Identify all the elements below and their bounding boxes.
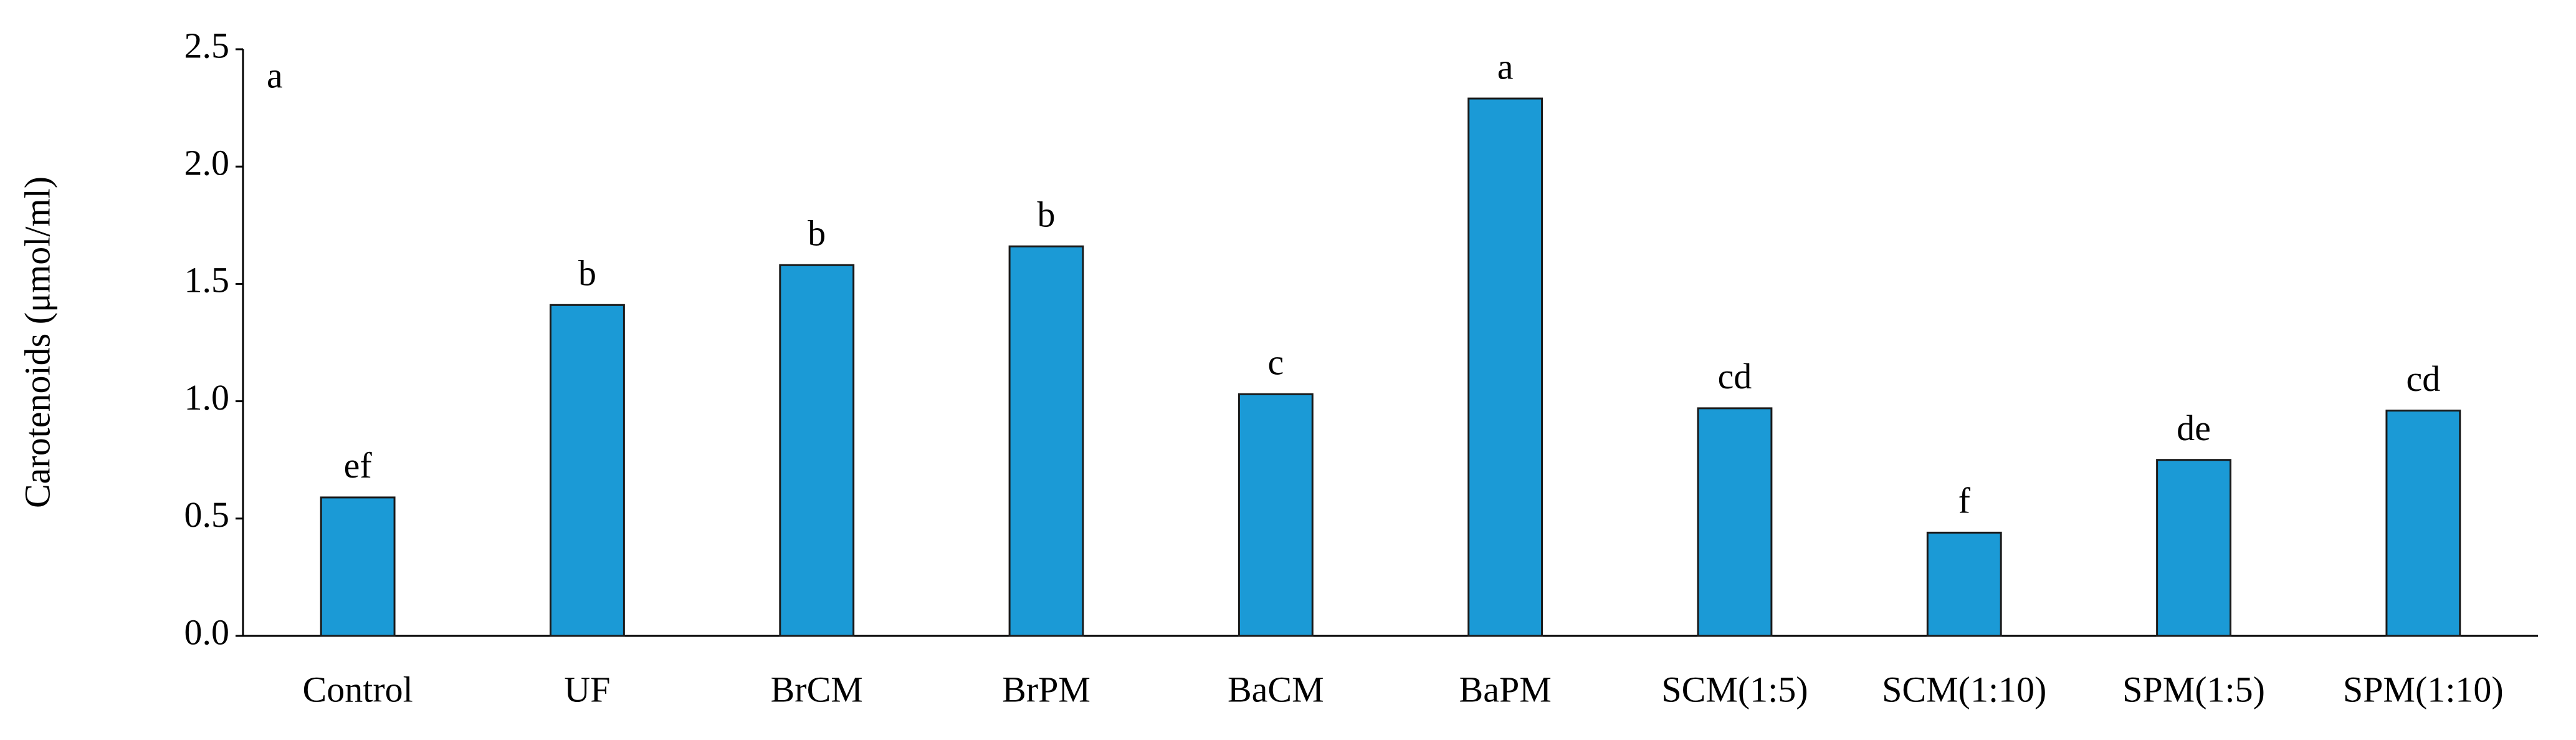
y-tick-label: 0.0 [184, 612, 230, 652]
bar [320, 496, 396, 637]
y-tick-label: 0.5 [184, 494, 230, 535]
significance-letter: ef [344, 445, 373, 486]
x-tick-label: BrPM [1002, 669, 1090, 709]
bar [1697, 407, 1773, 637]
y-tick-label: 2.5 [184, 25, 230, 65]
significance-letter: b [808, 213, 826, 254]
x-tick-label: SPM(1:10) [2343, 669, 2504, 709]
significance-letter: de [2177, 408, 2211, 448]
x-tick-label: UF [564, 669, 610, 709]
bar [2385, 410, 2461, 637]
x-tick-label: SCM(1:5) [1661, 669, 1808, 709]
bar [1008, 245, 1084, 637]
significance-letter: b [1038, 194, 1056, 234]
bar [1467, 97, 1543, 637]
x-tick-label: SPM(1:5) [2122, 669, 2265, 709]
significance-letter: f [1958, 481, 1971, 521]
significance-letter: b [578, 253, 596, 294]
panel-label: a [267, 55, 283, 95]
significance-letter: c [1267, 342, 1284, 383]
significance-letter: a [1497, 46, 1514, 87]
y-tick-label: 1.0 [184, 377, 230, 418]
y-axis-label: Carotenoids (μmol/ml) [17, 176, 57, 508]
bar [779, 264, 855, 637]
x-tick-label: BaCM [1228, 669, 1324, 709]
x-tick-label: BaPM [1459, 669, 1552, 709]
y-tick-label: 2.0 [184, 143, 230, 183]
x-tick-label: SCM(1:10) [1882, 669, 2046, 709]
bar [2156, 459, 2231, 637]
x-tick-label: Control [303, 669, 413, 709]
significance-letter: cd [1718, 356, 1752, 396]
y-tick-label: 1.5 [184, 260, 230, 300]
bar [1238, 393, 1314, 637]
bar [550, 304, 625, 637]
bar [1926, 531, 2002, 637]
x-tick-label: BrCM [771, 669, 863, 709]
significance-letter: cd [2406, 358, 2440, 399]
